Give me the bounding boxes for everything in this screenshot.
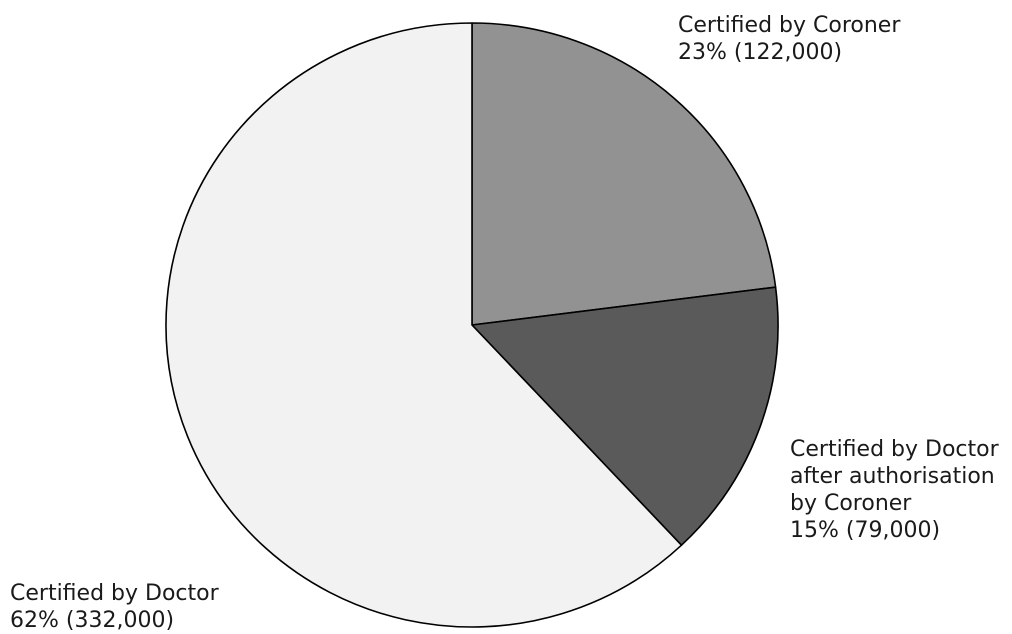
pie-slice-2 [471, 286, 779, 546]
pie-slices [165, 22, 779, 628]
slice-label-line: Certified by Coroner [678, 13, 901, 38]
slice-label-line: by Coroner [790, 491, 912, 516]
slice-label-1: Certified by Coroner 23% (122,000) [678, 13, 901, 65]
slice-label-line: 15% (79,000) [790, 518, 940, 543]
slice-label-line: after authorisation [790, 464, 995, 489]
slice-label-2: Certified by Doctor after authorisation by… [790, 437, 1000, 543]
pie-slice-1 [471, 22, 777, 326]
slice-label-3: Certified by Doctor 62% (332,000) [10, 581, 220, 633]
slice-label-line: Certified by Doctor [790, 437, 1000, 462]
slice-label-line: Certified by Doctor [10, 581, 220, 606]
pie-labels: Certified by Coroner 23% (122,000)Certifi… [10, 13, 1000, 633]
slice-label-line: 62% (332,000) [10, 608, 174, 633]
slice-label-line: 23% (122,000) [678, 40, 842, 65]
pie-slice-3 [165, 22, 683, 628]
